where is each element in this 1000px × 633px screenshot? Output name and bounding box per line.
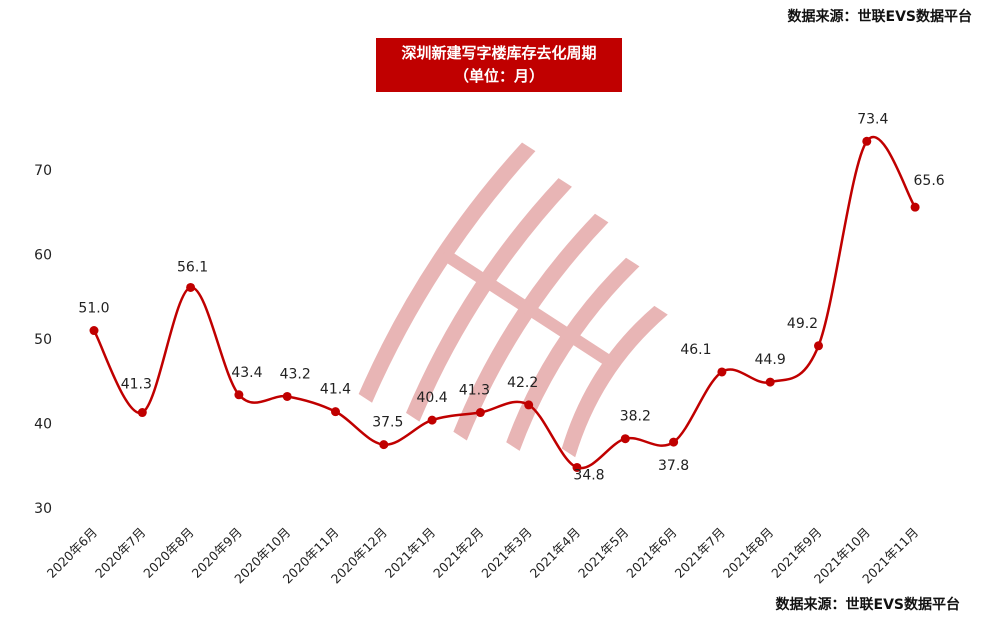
data-source-bottom: 数据来源：世联EVS数据平台 <box>775 597 960 613</box>
x-tick-label-2: 2020年8月 <box>140 525 196 581</box>
data-point-0 <box>89 326 99 336</box>
data-label-2: 56.1 <box>177 259 208 275</box>
x-tick-label-13: 2021年7月 <box>672 525 728 581</box>
x-tick-label-10: 2021年4月 <box>527 525 583 581</box>
data-point-16 <box>862 136 872 146</box>
data-point-5 <box>331 407 340 417</box>
data-label-14: 44.9 <box>755 352 786 368</box>
data-point-17 <box>910 202 920 212</box>
x-tick-label-8: 2021年2月 <box>430 525 486 581</box>
data-point-9 <box>524 400 534 410</box>
data-point-11 <box>620 434 630 444</box>
data-point-14 <box>765 377 775 387</box>
watermark-stripes <box>358 142 668 458</box>
watermark-crossbar <box>440 248 615 368</box>
data-point-3 <box>234 390 244 400</box>
watermark-stripe-0 <box>358 142 536 403</box>
data-label-10: 34.8 <box>573 467 604 483</box>
data-label-16: 73.4 <box>857 111 888 127</box>
watermark-stripe-1 <box>406 178 572 422</box>
y-axis: 30 40 50 60 70 <box>34 163 52 517</box>
watermark-stripe-4 <box>561 305 668 458</box>
chart-title: 深圳新建写字楼库存去化周期 <box>401 44 597 62</box>
y-tick-label-4: 70 <box>34 163 52 179</box>
data-label-12: 37.8 <box>658 458 689 474</box>
data-label-13: 46.1 <box>680 342 711 358</box>
data-point-12 <box>669 437 679 447</box>
data-label-11: 38.2 <box>620 409 651 425</box>
watermark-stripe-2 <box>453 213 609 441</box>
data-label-9: 42.2 <box>507 375 538 391</box>
data-point-7 <box>427 415 437 425</box>
data-label-15: 49.2 <box>787 316 818 332</box>
data-label-0: 51.0 <box>78 301 109 317</box>
data-label-6: 37.5 <box>372 415 403 431</box>
watermark-logo <box>358 142 668 458</box>
x-tick-label-11: 2021年5月 <box>575 525 631 581</box>
data-label-8: 41.3 <box>459 383 490 399</box>
data-point-10 <box>572 462 582 472</box>
x-axis: 2020年6月2020年7月2020年8月2020年9月2020年10月2020… <box>44 525 922 587</box>
data-point-15 <box>814 341 823 351</box>
data-source-top: 数据来源：世联EVS数据平台 <box>787 9 972 25</box>
data-label-5: 41.4 <box>320 382 351 398</box>
data-point-1 <box>137 408 147 418</box>
data-label-7: 40.4 <box>417 390 448 406</box>
y-tick-label-3: 60 <box>34 248 52 264</box>
data-label-17: 65.6 <box>914 173 945 189</box>
chart-title-box: 深圳新建写字楼库存去化周期 （单位：月） <box>376 38 622 92</box>
chart-subtitle: （单位：月） <box>453 67 544 85</box>
watermark-stripe-3 <box>506 257 640 451</box>
series-line <box>92 136 917 470</box>
data-label-3: 43.4 <box>231 365 262 381</box>
y-tick-label-0: 30 <box>34 501 52 517</box>
data-labels: 51.0 41.3 56.1 43.4 43.2 41.4 37.5 40.4 41.3 42.2… <box>78 111 944 483</box>
x-tick-label-7: 2021年1月 <box>382 525 438 581</box>
data-point-4 <box>282 391 292 401</box>
data-point-13 <box>717 367 727 377</box>
data-point-2 <box>186 282 196 292</box>
x-tick-label-1: 2020年7月 <box>92 525 148 581</box>
data-points <box>89 136 920 472</box>
data-label-4: 43.2 <box>280 366 311 382</box>
data-point-8 <box>475 408 485 418</box>
data-label-1: 41.3 <box>121 377 152 393</box>
x-tick-label-12: 2021年6月 <box>623 525 679 581</box>
data-point-6 <box>379 440 389 450</box>
x-tick-label-14: 2021年8月 <box>720 525 776 581</box>
y-tick-label-2: 50 <box>34 332 52 348</box>
x-tick-label-0: 2020年6月 <box>44 525 100 581</box>
x-tick-label-9: 2021年3月 <box>478 525 534 581</box>
y-tick-label-1: 40 <box>34 417 52 433</box>
